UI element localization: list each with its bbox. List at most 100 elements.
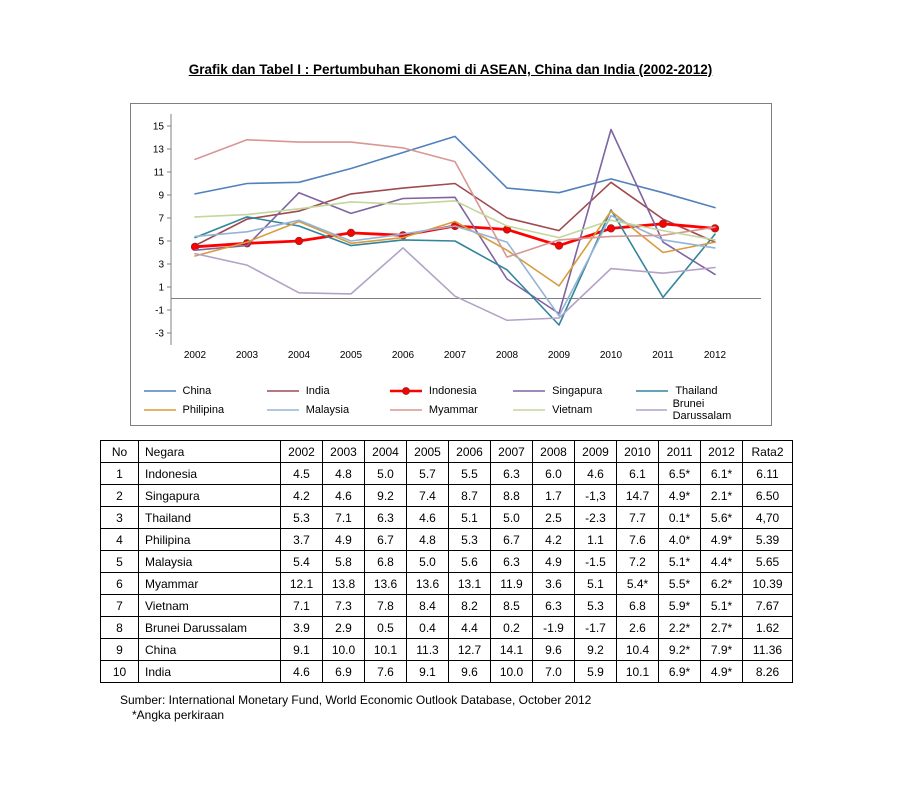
cell-value: 4.2: [532, 528, 575, 551]
cell-no: 1: [100, 462, 139, 485]
table-row: 10 India 4.6 6.9 7.6 9.1 9.6 10.0 7.0 5.9 10.1 6.9*…: [100, 660, 793, 683]
legend-label: Indonesia: [428, 384, 477, 397]
table-row: 7 Vietnam 7.1 7.3 7.8 8.4 8.2 8.5 6.3 5.3 6.8 5.9* 5…: [100, 594, 793, 617]
cell-value: 9.2*: [658, 638, 701, 661]
cell-negara: Malaysia: [138, 550, 281, 573]
cell-value: 4.4: [448, 616, 491, 639]
cell-value: 8.8: [490, 484, 533, 507]
cell-value: 5.9: [574, 660, 617, 683]
cell-value: 4.8: [322, 462, 365, 485]
cell-value: 8.7: [448, 484, 491, 507]
cell-value: 9.1: [280, 638, 323, 661]
cell-no: 2: [100, 484, 139, 507]
cell-value: 6.9*: [658, 660, 701, 683]
cell-value: 3.6: [532, 572, 575, 595]
legend-item-singapura: Singapura: [512, 381, 635, 400]
cell-value: -1,3: [574, 484, 617, 507]
cell-value: 5.6: [448, 550, 491, 573]
cell-value: 6.1: [616, 462, 659, 485]
legend-item-myammar: Myammar: [389, 400, 512, 419]
series-marker-indonesia: [606, 224, 615, 233]
cell-value: 5.1*: [658, 550, 701, 573]
cell-value: 7.8: [364, 594, 407, 617]
cell-value: 4.9: [532, 550, 575, 573]
series-line-philipina: [193, 210, 716, 287]
x-tick-label: 2009: [547, 350, 570, 361]
legend-row: China India Indonesia Singapura Thailand: [143, 381, 759, 400]
x-tick-label: 2011: [652, 350, 674, 361]
footnote: *Angka perkiraan: [132, 708, 225, 722]
col-header-2010: 2010: [616, 440, 659, 463]
cell-value: 9.6: [532, 638, 575, 661]
page: Grafik dan Tabel I : Pertumbuhan Ekonomi…: [100, 62, 901, 722]
page-title: Grafik dan Tabel I : Pertumbuhan Ekonomi…: [188, 62, 713, 77]
cell-value: 5.0: [364, 462, 407, 485]
legend-item-indonesia: Indonesia: [389, 381, 512, 400]
cell-negara: Brunei Darussalam: [138, 616, 281, 639]
legend-label: Philipina: [182, 403, 225, 416]
legend-item-china: China: [143, 381, 266, 400]
table-row: 8 Brunei Darussalam 3.9 2.9 0.5 0.4 4.4 0.2 -1.9…: [100, 616, 793, 639]
line-chart: 15 13 11 9 7 5 3 1 -1 -3 2002 2003 2004 2005 2006 2007 2…: [152, 114, 761, 361]
cell-value: 1.62: [742, 616, 793, 639]
y-tick-label: -1: [155, 306, 164, 317]
legend-item-malaysia: Malaysia: [266, 400, 389, 419]
legend-item-brunei-darussalam: Brunei Darussalam: [635, 398, 758, 422]
cell-value: 0.2: [490, 616, 533, 639]
cell-value: 5.65: [742, 550, 793, 573]
cell-value: 6.0: [532, 462, 575, 485]
table-wrap: No Negara 2002 2003 2004 2005 2006 2007 2008 2009…: [100, 440, 901, 683]
legend-item-thailand: Thailand: [635, 381, 758, 400]
cell-value: 4.5: [280, 462, 323, 485]
cell-value: 9.6: [448, 660, 491, 683]
cell-value: -2.3: [574, 506, 617, 529]
cell-value: 7.2: [616, 550, 659, 573]
cell-value: 5.39: [742, 528, 793, 551]
x-tick-label: 2003: [235, 350, 258, 361]
table-row: 3 Thailand 5.3 7.1 6.3 4.6 5.1 5.0 2.5 -2.3 7.7 0.1…: [100, 506, 793, 529]
col-header-2006: 2006: [448, 440, 491, 463]
cell-value: 0.5: [364, 616, 407, 639]
cell-value: 4.6: [322, 484, 365, 507]
y-tick-label: -3: [155, 329, 164, 340]
cell-value: 2.1*: [700, 484, 743, 507]
x-tick-label: 2012: [703, 350, 726, 361]
cell-value: 4.6: [574, 462, 617, 485]
source-note: Sumber: International Monetary Fund, Wor…: [120, 693, 592, 707]
cell-value: 8.4: [406, 594, 449, 617]
table-row: 2 Singapura 4.2 4.6 9.2 7.4 8.7 8.8 1.7 -1,3 14.7 4…: [100, 484, 793, 507]
cell-value: 1.1: [574, 528, 617, 551]
x-tick-label: 2004: [287, 350, 310, 361]
y-tick-label: 5: [158, 237, 164, 248]
cell-value: 6.5*: [658, 462, 701, 485]
cell-value: 5.0: [490, 506, 533, 529]
table-row: 4 Philipina 3.7 4.9 6.7 4.8 5.3 6.7 4.2 1.1 7.6 4.0…: [100, 528, 793, 551]
cell-value: 9.2: [364, 484, 407, 507]
series-line-china: [193, 135, 716, 209]
cell-no: 3: [100, 506, 139, 529]
col-header-2004: 2004: [364, 440, 407, 463]
cell-negara: Thailand: [138, 506, 281, 529]
y-tick-label: 1: [158, 283, 164, 294]
legend-label: China: [182, 384, 212, 397]
cell-value: 5.3: [574, 594, 617, 617]
cell-value: 4.9*: [700, 528, 743, 551]
cell-value: 13.1: [448, 572, 491, 595]
col-header-2008: 2008: [532, 440, 575, 463]
cell-negara: China: [138, 638, 281, 661]
cell-value: 5.0: [406, 550, 449, 573]
legend-swatch-icon: [636, 408, 667, 411]
series-line-india: [193, 181, 716, 247]
series-marker-indonesia: [294, 236, 303, 246]
legend-label: Singapura: [552, 384, 603, 397]
legend-swatch-icon: [266, 389, 299, 392]
cell-value: 5.5*: [658, 572, 701, 595]
cell-value: 4.4*: [700, 550, 743, 573]
legend-label: Malaysia: [305, 403, 350, 416]
cell-value: 7.0: [532, 660, 575, 683]
cell-value: 3.7: [280, 528, 323, 551]
col-header-2011: 2011: [658, 440, 701, 463]
table-row: 1 Indonesia 4.5 4.8 5.0 5.7 5.5 6.3 6.0 4.6 6.1 6.5…: [100, 462, 793, 485]
cell-value: 5.6*: [700, 506, 743, 529]
cell-value: 13.6: [406, 572, 449, 595]
